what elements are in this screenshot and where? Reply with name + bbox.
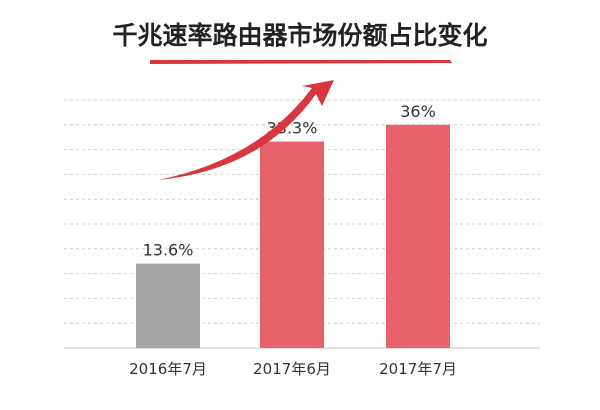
x-tick-label-3: 2017年7月: [379, 360, 457, 378]
bar-3: [386, 124, 450, 348]
x-tick-label-1: 2016年7月: [129, 360, 207, 378]
data-label-3: 36%: [400, 102, 436, 121]
title-underline: [150, 60, 452, 64]
trend-arrow-icon: [158, 80, 334, 180]
bars: [136, 124, 450, 348]
x-tick-label-2: 2017年6月: [253, 360, 331, 378]
bar-1: [136, 263, 200, 348]
data-label-1: 13.6%: [143, 241, 194, 260]
bar-2: [260, 141, 324, 348]
chart-title: 千兆速率路由器市场份额占比变化: [112, 21, 487, 50]
x-tick-labels: 2016年7月 2017年6月 2017年7月: [129, 360, 457, 378]
